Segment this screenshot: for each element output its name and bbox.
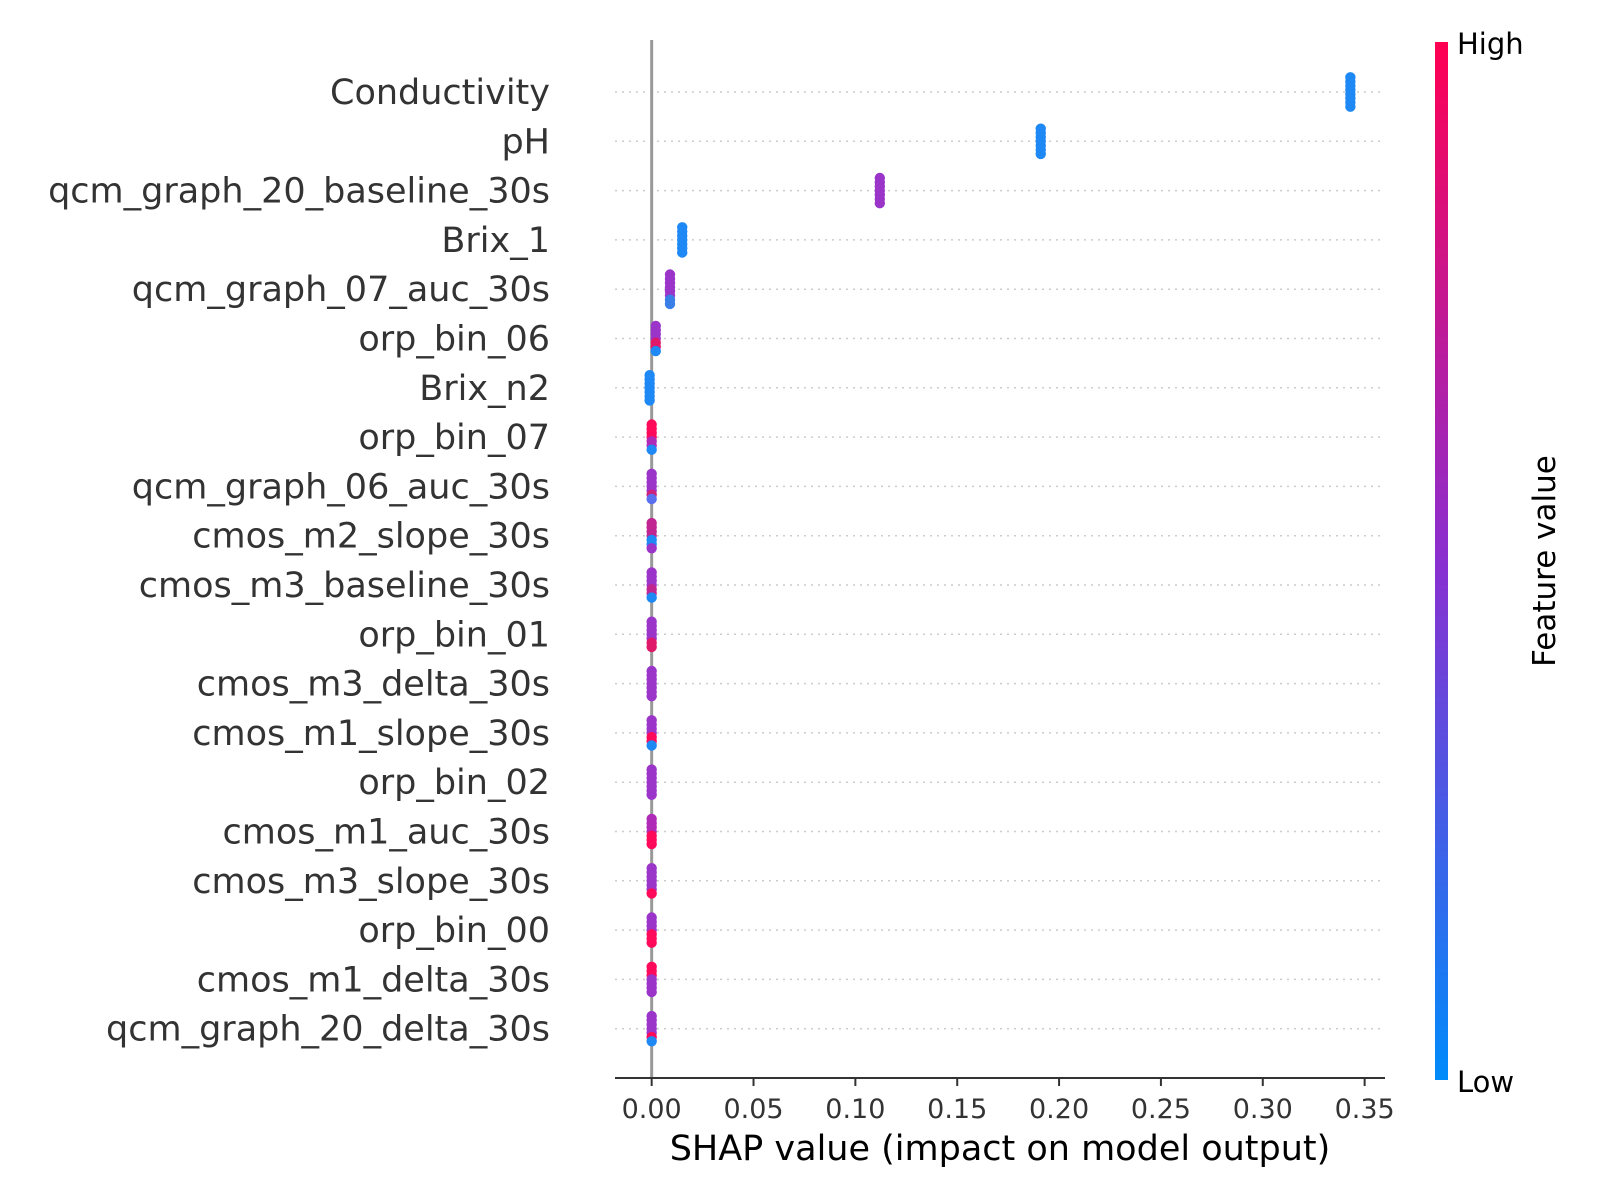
feature-label: qcm_graph_07_auc_30s bbox=[132, 270, 550, 310]
feature-label: Brix_1 bbox=[441, 221, 550, 261]
shap-point bbox=[874, 198, 886, 209]
x-axis-title: SHAP value (impact on model output) bbox=[670, 1129, 1331, 1169]
shap-point bbox=[1345, 101, 1356, 112]
shap-point bbox=[646, 641, 657, 653]
shap-point bbox=[646, 789, 657, 800]
feature-label: orp_bin_00 bbox=[358, 911, 550, 951]
feature-label: cmos_m3_baseline_30s bbox=[139, 566, 550, 606]
shap-point bbox=[650, 345, 661, 357]
feature-label: orp_bin_01 bbox=[358, 615, 550, 655]
shap-point bbox=[646, 543, 657, 554]
colorbar-high-label: High bbox=[1457, 27, 1524, 61]
colorbar-gradient bbox=[1435, 42, 1448, 1080]
colorbar-title: Feature value bbox=[1527, 455, 1563, 667]
shap-point bbox=[646, 888, 657, 899]
x-tick-label: 0.30 bbox=[1233, 1094, 1293, 1125]
feature-label: Conductivity bbox=[330, 73, 550, 113]
x-tick-label: 0.00 bbox=[622, 1094, 682, 1125]
shap-point bbox=[646, 1036, 657, 1047]
colorbar-low-label: Low bbox=[1457, 1065, 1514, 1099]
shap-point bbox=[664, 298, 676, 310]
feature-label: orp_bin_06 bbox=[358, 320, 550, 360]
x-tick-label: 0.35 bbox=[1335, 1094, 1395, 1125]
feature-label: orp_bin_02 bbox=[358, 763, 550, 803]
shap-point bbox=[646, 986, 657, 998]
x-tick-label: 0.20 bbox=[1029, 1094, 1089, 1125]
shap-point bbox=[646, 937, 657, 948]
shap-point bbox=[677, 247, 688, 258]
feature-label: qcm_graph_20_baseline_30s bbox=[48, 172, 550, 212]
feature-label: cmos_m3_delta_30s bbox=[197, 665, 550, 705]
shap-point bbox=[646, 838, 657, 850]
feature-label: cmos_m1_delta_30s bbox=[197, 960, 550, 1000]
shap-point bbox=[646, 444, 657, 455]
feature-label: cmos_m2_slope_30s bbox=[192, 517, 550, 557]
grid-lines bbox=[615, 91, 1385, 1030]
feature-label: cmos_m1_slope_30s bbox=[192, 714, 550, 754]
x-tick-label: 0.05 bbox=[723, 1094, 783, 1125]
feature-label: Brix_n2 bbox=[419, 369, 550, 409]
x-axis-ticks: 0.00 0.05 0.10 0.15 0.20 0.25 0.30 0.35 bbox=[622, 1078, 1395, 1125]
data-points bbox=[644, 72, 1356, 1047]
x-axis: 0.00 0.05 0.10 0.15 0.20 0.25 0.30 0.35 SHAP va… bbox=[615, 1077, 1395, 1169]
shap-point bbox=[646, 592, 657, 603]
shap-point bbox=[644, 395, 655, 406]
shap-point bbox=[646, 740, 657, 751]
feature-labels: Conductivity pH qcm_graph_20_baseline_30s B… bbox=[48, 73, 550, 1050]
x-tick-label: 0.15 bbox=[927, 1094, 987, 1125]
feature-label: qcm_graph_06_auc_30s bbox=[132, 467, 550, 507]
feature-label: orp_bin_07 bbox=[358, 418, 550, 458]
feature-label: cmos_m1_auc_30s bbox=[223, 813, 551, 853]
shap-point bbox=[646, 493, 657, 505]
x-tick-label: 0.10 bbox=[825, 1094, 885, 1125]
feature-label: pH bbox=[501, 122, 550, 162]
feature-label: cmos_m3_slope_30s bbox=[192, 862, 550, 902]
shap-point bbox=[1035, 148, 1046, 160]
x-tick-label: 0.25 bbox=[1131, 1094, 1191, 1125]
shap-point bbox=[646, 691, 657, 702]
colorbar: High Low Feature value bbox=[1435, 27, 1563, 1099]
feature-label: qcm_graph_20_delta_30s bbox=[106, 1010, 550, 1050]
